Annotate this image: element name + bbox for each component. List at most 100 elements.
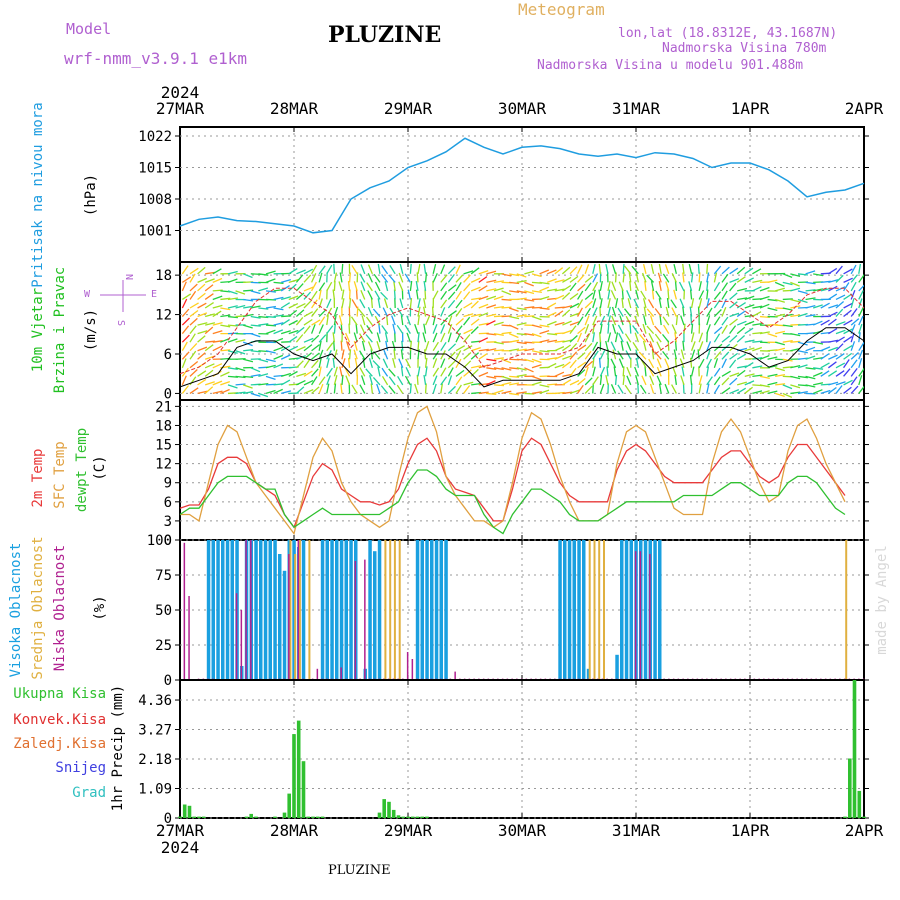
wind-arrow: [729, 325, 737, 335]
wind-arrow: [455, 274, 464, 283]
wind-arrow: [440, 299, 448, 309]
wind-arrow: [288, 268, 298, 275]
wind-arrow: [333, 263, 336, 274]
temp-ylabel-dewpt: dewpt Temp: [74, 428, 90, 512]
wind-arrow: [638, 351, 647, 360]
wind-arrow: [359, 367, 366, 377]
wind-arrow: [858, 273, 864, 283]
wind-arrow: [470, 346, 481, 352]
wind-arrow: [790, 273, 801, 278]
wind-arrow: [455, 369, 465, 377]
wind-arrow: [736, 276, 746, 283]
wind-arrow: [599, 332, 602, 343]
wind-arrow: [463, 302, 473, 309]
wind-arrow: [577, 361, 587, 369]
wind-arrow: [679, 298, 685, 309]
wind-arrow: [204, 326, 214, 335]
wind-arrow: [243, 375, 254, 379]
wind-arrow: [205, 322, 216, 326]
wind-arrow: [547, 357, 558, 360]
precip-bar: [382, 799, 386, 818]
wind-arrow: [432, 263, 437, 274]
wind-arrow: [805, 367, 816, 370]
wind-arrow: [377, 263, 381, 274]
date-label-top: 29MAR: [384, 99, 433, 118]
wind-arrow: [250, 392, 261, 397]
wind-arrow: [385, 340, 389, 351]
precip-bar: [254, 816, 258, 818]
wind-arrow: [493, 332, 504, 336]
wind-arrow: [372, 360, 381, 369]
wind-arrow: [759, 295, 770, 301]
wind-arrow: [432, 332, 438, 343]
wind-arrow: [843, 345, 853, 352]
cloud-high-bar: [415, 540, 420, 680]
clouds-ytick-label: 100: [147, 533, 172, 549]
wind-arrow: [706, 307, 713, 317]
wind-arrow: [265, 329, 276, 335]
wind-arrow: [360, 264, 366, 275]
wind-arrow: [471, 365, 482, 369]
wind-arrow: [539, 389, 550, 395]
cloud-high-bar: [230, 540, 234, 680]
wind-arrow: [353, 332, 358, 343]
wind-arrow: [493, 280, 504, 284]
wind-arrow: [414, 383, 419, 394]
wind-arrow: [752, 365, 763, 369]
wind-arrow: [393, 280, 396, 292]
precip-legend-item: Konvek.Kisa: [13, 712, 106, 728]
wind-arrow: [440, 324, 446, 334]
cloud-high-bar: [444, 540, 448, 680]
wind-arrow: [641, 375, 647, 386]
wind-arrow: [359, 273, 366, 283]
wind-arrow: [404, 375, 411, 386]
wind-arrow: [531, 333, 542, 338]
wind-arrow: [736, 369, 746, 377]
wind-arrow: [643, 306, 647, 317]
wind-arrow: [220, 314, 231, 318]
wind-arrow: [721, 335, 731, 343]
wind-arrow: [524, 298, 535, 302]
wind-arrow: [828, 285, 838, 292]
wind-arrow: [212, 289, 223, 292]
wind-arrow: [531, 324, 542, 329]
wind-arrow: [417, 298, 421, 309]
wind-arrow: [181, 375, 187, 386]
wind-arrow: [805, 270, 816, 275]
model-elevation-label: Nadmorska Visina u modelu 901.488m: [537, 58, 804, 73]
wind-arrow: [790, 281, 800, 287]
wind-arrow: [340, 383, 343, 394]
wind-arrow: [744, 373, 755, 377]
wind-arrow: [401, 340, 404, 351]
wind-arrow: [561, 309, 571, 318]
wind-arrow: [311, 308, 319, 317]
wind-arrow: [243, 349, 254, 352]
wind-arrow: [250, 350, 261, 353]
wind-arrow: [721, 377, 730, 386]
wind-arrow: [243, 289, 254, 292]
wind-arrow: [326, 298, 332, 309]
wind-arrow: [843, 268, 853, 275]
wind-arrow: [516, 307, 527, 311]
cloud-high-bar: [282, 570, 287, 680]
wind-arrow: [424, 383, 427, 394]
wind-arrow: [380, 291, 389, 300]
wind-arrow: [858, 323, 863, 334]
wind-arrow: [584, 275, 594, 283]
wind-arrow: [258, 315, 269, 319]
wind-arrow: [362, 357, 366, 368]
wind-arrow: [197, 266, 206, 275]
wind-arrow: [470, 277, 481, 283]
wind-arrow: [409, 298, 413, 309]
wind-arrow: [850, 368, 858, 377]
wind-arrow: [592, 273, 599, 283]
wind-arrow: [398, 358, 404, 369]
wind-arrow: [539, 295, 550, 301]
wind-arrow: [440, 358, 446, 369]
compass-s: S: [115, 320, 126, 326]
wind-arrow: [790, 298, 801, 303]
cloud-high-bar: [344, 540, 348, 680]
wind-arrow: [657, 272, 662, 283]
date-label-top: 30MAR: [498, 99, 547, 118]
cloud-high-bar: [263, 540, 268, 680]
